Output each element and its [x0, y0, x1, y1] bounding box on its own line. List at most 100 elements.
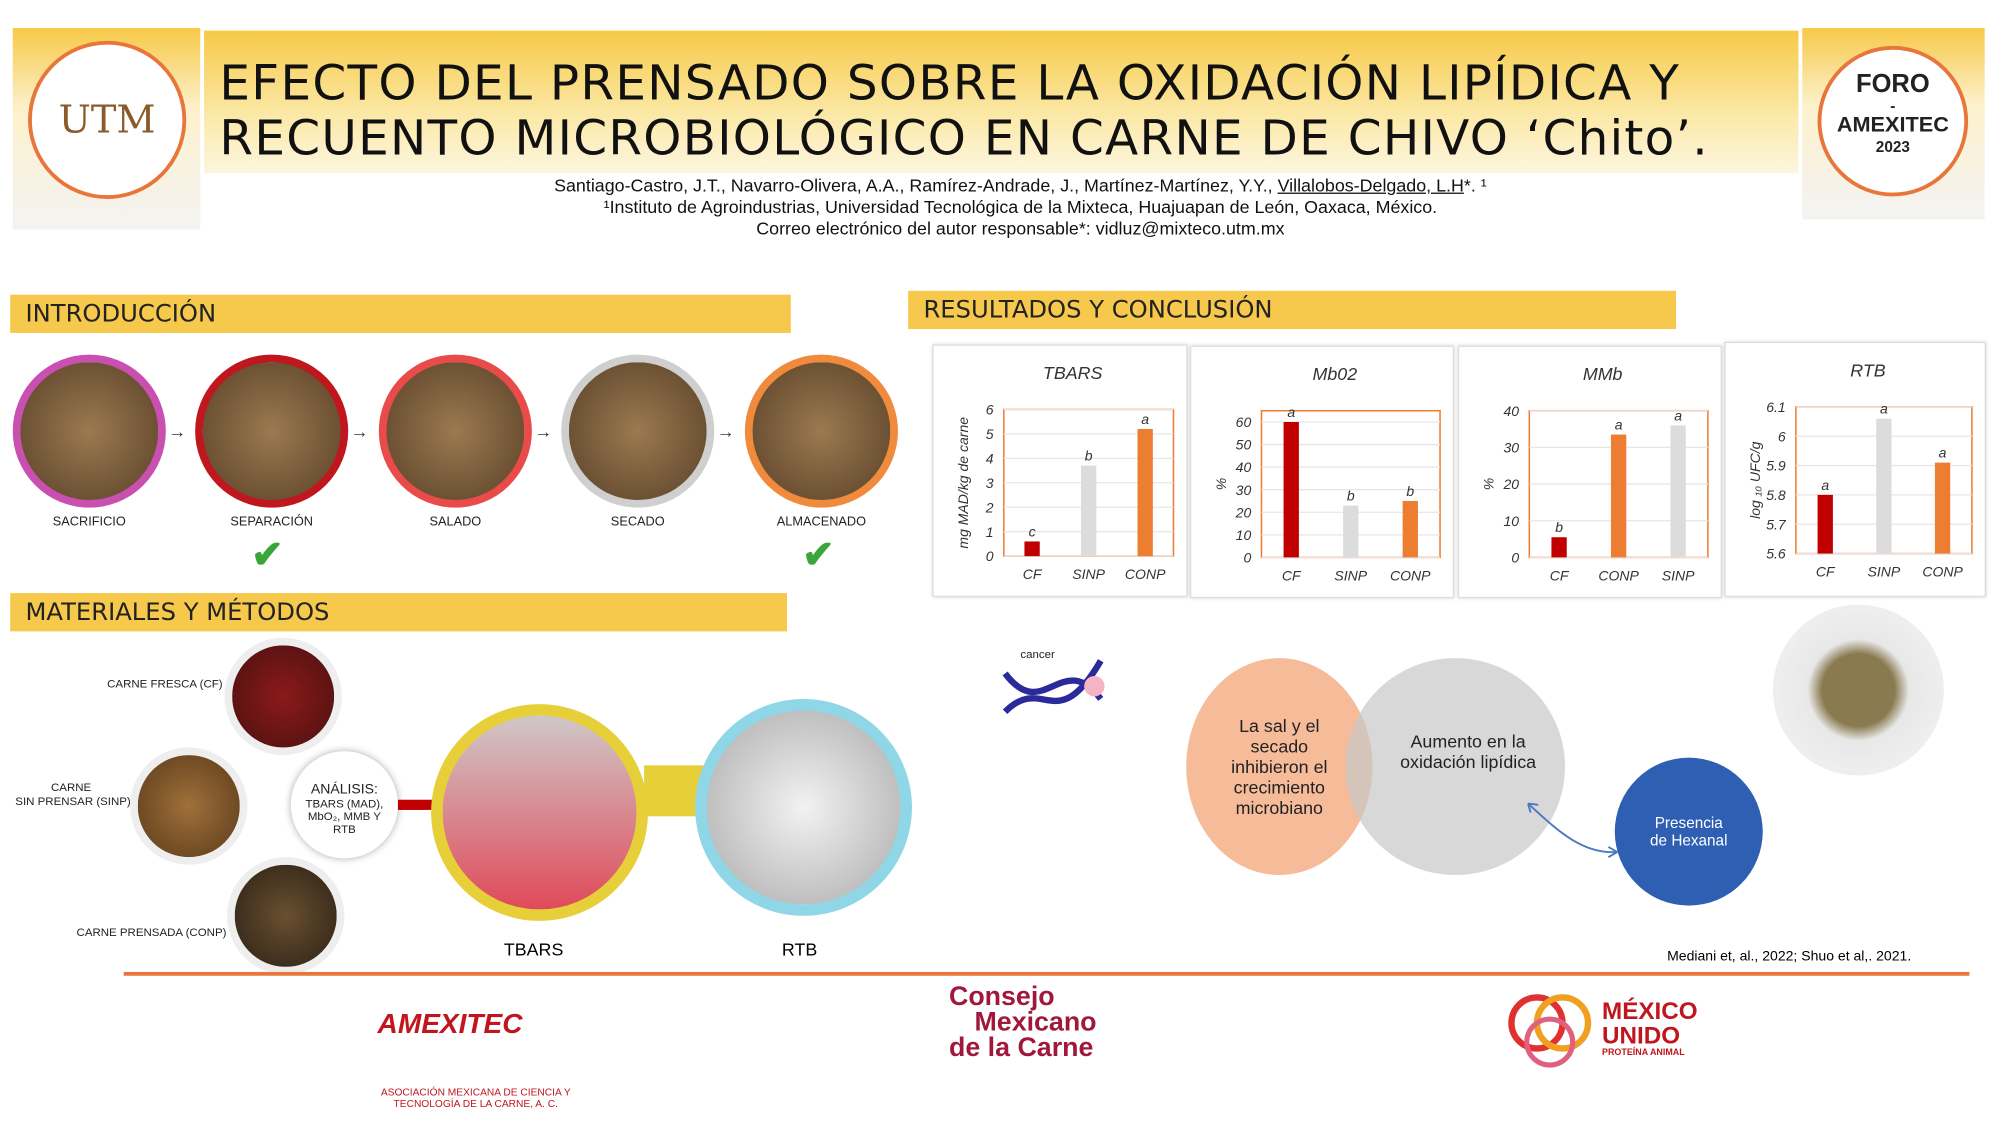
x-tick-label: CONP — [1125, 566, 1166, 582]
chart-mb02: Mb02 0 10 20 30 40 50 60% a CF b SINP b CONP — [1190, 345, 1455, 599]
arrow-icon: → — [350, 420, 369, 442]
chart-mmb: MMb 0 10 20 30 40% b CF a CONP a SINP — [1457, 345, 1722, 599]
title-line-2: RECUENTO MICROBIOLÓGICO EN CARNE DE CHIV… — [219, 109, 1709, 166]
process-step-label: SACRIFICIO — [52, 515, 126, 530]
x-tick-label: SINP — [1072, 566, 1105, 582]
bar-cf — [1283, 421, 1299, 558]
affiliation: ¹Instituto de Agroindustrias, Universida… — [603, 196, 1438, 217]
y-tick-label: 10 — [1504, 513, 1520, 529]
y-tick-label: 0 — [1243, 549, 1251, 565]
chart-title: RTB — [1850, 360, 1885, 380]
mexico-unido-icon — [1505, 985, 1594, 1074]
consejo-line3: de la Carne — [948, 1033, 1094, 1063]
bar-sinp — [1080, 465, 1097, 557]
authors-list: Santiago-Castro, J.T., Navarro-Olivera, … — [554, 174, 1278, 196]
y-tick-label: 1 — [986, 524, 994, 540]
y-tick-label: 30 — [1236, 482, 1252, 498]
analysis-title: ANÁLISIS: — [310, 781, 378, 798]
consejo-line1: Consejo — [948, 982, 1055, 1012]
y-tick-label: 5.8 — [1766, 487, 1786, 503]
venn-left: La sal y el secado inhibieron el crecimi… — [1186, 658, 1373, 875]
significance-letter: a — [1939, 445, 1947, 461]
methods-heading: MATERIALES Y MÉTODOS — [10, 593, 787, 632]
significance-letter: a — [1615, 416, 1623, 432]
fresh-meat-photo — [224, 637, 342, 756]
rtb-photo-label: RTB — [781, 938, 818, 960]
x-tick-label: CONP — [1390, 567, 1431, 583]
y-tick-label: 2 — [985, 499, 994, 515]
rtb-photo — [695, 698, 912, 916]
sample-conp-label: CARNE PRENSADA (CONP) — [76, 926, 227, 939]
significance-letter: a — [1287, 404, 1295, 420]
x-tick-label: SINP — [1662, 567, 1695, 583]
foro-text: FORO — [1855, 70, 1930, 99]
y-tick-label: 40 — [1504, 403, 1520, 419]
dna-label: cancer — [1020, 649, 1055, 661]
consejo-line2: Mexicano — [974, 1007, 1097, 1037]
university-logo-box: UTM — [12, 28, 201, 230]
unpressed-meat-photo — [130, 747, 248, 865]
analysis-circle: ANÁLISIS: TBARS (MAD), MbO₂, MMB Y RTB — [290, 751, 398, 859]
y-axis-label: % — [1213, 478, 1229, 490]
y-tick-label: 5.7 — [1766, 516, 1787, 532]
y-tick-label: 6 — [986, 402, 994, 418]
bar-conp — [1610, 434, 1627, 558]
mexico-line1: MÉXICO — [1602, 998, 1698, 1026]
author-suffix: *. ¹ — [1463, 174, 1487, 196]
dna-icon: cancer — [992, 622, 1114, 744]
bar-cf — [1024, 541, 1040, 557]
y-tick-label: 6 — [1778, 428, 1786, 444]
y-tick-label: 50 — [1236, 437, 1252, 453]
tbars-photo-label: TBARS — [503, 938, 564, 960]
x-tick-label: CF — [1023, 566, 1043, 582]
x-tick-label: SINP — [1868, 564, 1901, 580]
petri-dish-photo — [1772, 604, 1944, 776]
sample-sinp-label-2: SIN PRENSAR (SINP) — [15, 794, 131, 808]
significance-letter: b — [1347, 487, 1355, 503]
analysis-items: TBARS (MAD), MbO₂, MMB Y RTB — [305, 797, 384, 836]
mexico-line2: UNIDO — [1602, 1022, 1681, 1050]
chart-title: TBARS — [1043, 363, 1103, 383]
poster-title: EFECTO DEL PRENSADO SOBRE LA OXIDACIÓN L… — [219, 55, 1709, 166]
check-icon: ✔ — [802, 534, 835, 577]
corresponding-author: Villalobos-Delgado, L.H — [1277, 174, 1464, 196]
sample-sinp-label-1: CARNE — [51, 780, 92, 794]
y-tick-label: 5.9 — [1766, 458, 1786, 474]
x-tick-label: CONP — [1598, 567, 1639, 583]
significance-letter: a — [1821, 477, 1829, 493]
y-tick-label: 3 — [986, 475, 994, 491]
process-step-photo — [744, 354, 898, 508]
process-step-label: SEPARACIÓN — [230, 515, 314, 530]
chart-title: MMb — [1583, 364, 1623, 384]
amexitec-subtitle: ASOCIACIÓN MEXICANA DE CIENCIA Y TECNOLOG… — [372, 1087, 579, 1110]
bar-sinp — [1343, 505, 1359, 558]
significance-letter: b — [1406, 483, 1414, 499]
y-tick-label: 4 — [986, 450, 994, 466]
y-tick-label: 20 — [1235, 504, 1252, 520]
significance-letter: a — [1880, 401, 1888, 417]
reference: Mediani et, al., 2022; Shuo et al,. 2021… — [1667, 948, 1912, 965]
authors-block: Santiago-Castro, J.T., Navarro-Olivera, … — [383, 175, 1659, 240]
foro-logo-box: FORO - AMEXITEC 2023 — [1802, 28, 1985, 220]
significance-letter: a — [1674, 407, 1682, 423]
foro-dash: - — [1890, 96, 1896, 115]
venn-right: Aumento en la oxidación lipídica — [1345, 658, 1566, 875]
significance-letter: c — [1029, 523, 1036, 539]
y-tick-label: 30 — [1504, 439, 1520, 455]
arrow-icon: → — [716, 420, 735, 442]
x-tick-label: CF — [1816, 564, 1836, 580]
process-step-photo — [195, 354, 349, 508]
university-logo: UTM — [28, 40, 187, 199]
tbars-photo — [431, 704, 648, 921]
y-tick-label: 20 — [1503, 476, 1520, 492]
process-step-photo — [378, 354, 532, 508]
intro-heading: INTRODUCCIÓN — [10, 294, 791, 333]
bar-conp — [1137, 428, 1153, 557]
y-tick-label: 5 — [986, 426, 994, 442]
y-tick-label: 6.1 — [1766, 399, 1785, 415]
connector — [397, 799, 434, 810]
footer-divider — [123, 971, 1970, 976]
y-axis-label: log ₁₀ UFC/g — [1747, 441, 1763, 519]
x-tick-label: SINP — [1334, 567, 1367, 583]
